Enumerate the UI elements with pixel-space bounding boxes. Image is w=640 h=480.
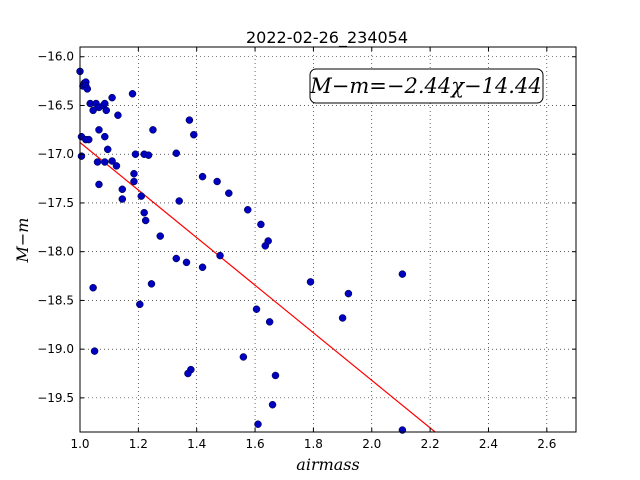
data-point: [185, 116, 194, 124]
data-point: [213, 177, 221, 186]
y-tick-label: −16.5: [37, 98, 74, 112]
data-point: [118, 185, 127, 194]
data-point: [128, 90, 137, 98]
y-tick-label: −18.0: [37, 245, 74, 259]
x-tick-label: 1.6: [246, 437, 265, 451]
data-point: [137, 192, 146, 200]
fit-equation-frame: [309, 68, 544, 104]
x-tick-label: 2.0: [362, 437, 381, 451]
data-point: [89, 283, 97, 292]
data-point: [101, 99, 109, 108]
data-point: [147, 280, 156, 288]
data-point: [130, 177, 138, 186]
chart-title: 2022-02-26_234054: [246, 28, 408, 48]
fit-equation-box: M−m=−2.44χ−14.44: [309, 68, 544, 104]
data-point: [344, 289, 353, 298]
data-point: [85, 135, 93, 144]
data-point: [268, 400, 277, 409]
y-tick-label: −17.0: [37, 147, 74, 161]
data-point: [190, 130, 198, 139]
data-point: [156, 232, 164, 240]
data-point: [95, 180, 103, 189]
data-point: [130, 169, 138, 178]
data-point: [306, 278, 315, 286]
data-point: [271, 371, 280, 380]
x-tick-label: 2.2: [421, 437, 440, 451]
data-point: [83, 85, 92, 93]
fit-line: [79, 142, 436, 433]
y-tick-label: −16.0: [37, 50, 74, 64]
data-point: [265, 318, 274, 326]
data-point: [118, 195, 127, 203]
data-point: [95, 126, 103, 134]
y-tick-label: −19.0: [37, 342, 74, 356]
data-point: [90, 347, 99, 355]
data-point: [101, 158, 109, 166]
data-point: [172, 149, 181, 157]
data-point: [93, 158, 102, 166]
data-point: [175, 197, 183, 205]
data-point: [108, 93, 116, 102]
data-point: [398, 270, 407, 278]
grid-lines: [79, 47, 576, 432]
data-point: [101, 132, 109, 141]
x-tick-label: 1.4: [187, 437, 206, 451]
plot-frame: [79, 46, 577, 433]
y-tick-label: −18.5: [37, 293, 74, 307]
data-point: [182, 258, 191, 267]
x-tick-label: 1.0: [70, 437, 89, 451]
data-point: [140, 208, 148, 217]
y-axis-label: M−m: [13, 218, 32, 264]
data-point: [198, 172, 207, 181]
data-point: [141, 216, 150, 225]
y-tick-label: −19.5: [37, 391, 74, 405]
data-point: [398, 426, 407, 434]
data-points: [76, 67, 407, 434]
data-point: [136, 300, 144, 309]
x-axis-label: airmass: [296, 455, 359, 474]
data-point: [112, 162, 121, 170]
data-point: [244, 206, 252, 214]
data-point: [172, 254, 181, 263]
data-point: [252, 305, 261, 313]
x-tick-label: 1.8: [304, 437, 323, 451]
fit-line-layer: [79, 142, 436, 433]
x-tick-label: 2.6: [537, 437, 556, 451]
data-point: [225, 189, 233, 197]
data-point: [102, 106, 111, 115]
data-point: [264, 237, 272, 245]
x-tick-label: 2.4: [479, 437, 498, 451]
fit-equation-text: M−m=−2.44χ−14.44: [309, 74, 541, 98]
data-point: [239, 353, 248, 361]
data-point: [198, 263, 207, 272]
data-point: [108, 157, 116, 165]
data-point: [103, 145, 112, 154]
y-tick-label: −17.5: [37, 196, 74, 210]
data-point: [257, 220, 265, 229]
data-point: [149, 126, 157, 134]
data-point: [338, 314, 347, 322]
data-point: [77, 152, 86, 160]
data-point: [184, 369, 192, 378]
data-point: [216, 251, 224, 260]
axis-ticks: 1.0 1.2 1.4 1.6 1.8 2.0 2.2 2.4 2.6 −16.0 −16.5 −17…: [37, 47, 576, 451]
data-point: [114, 111, 122, 119]
x-tick-label: 1.2: [129, 437, 148, 451]
data-point: [131, 150, 140, 158]
data-point: [254, 420, 262, 428]
data-point: [144, 151, 153, 159]
